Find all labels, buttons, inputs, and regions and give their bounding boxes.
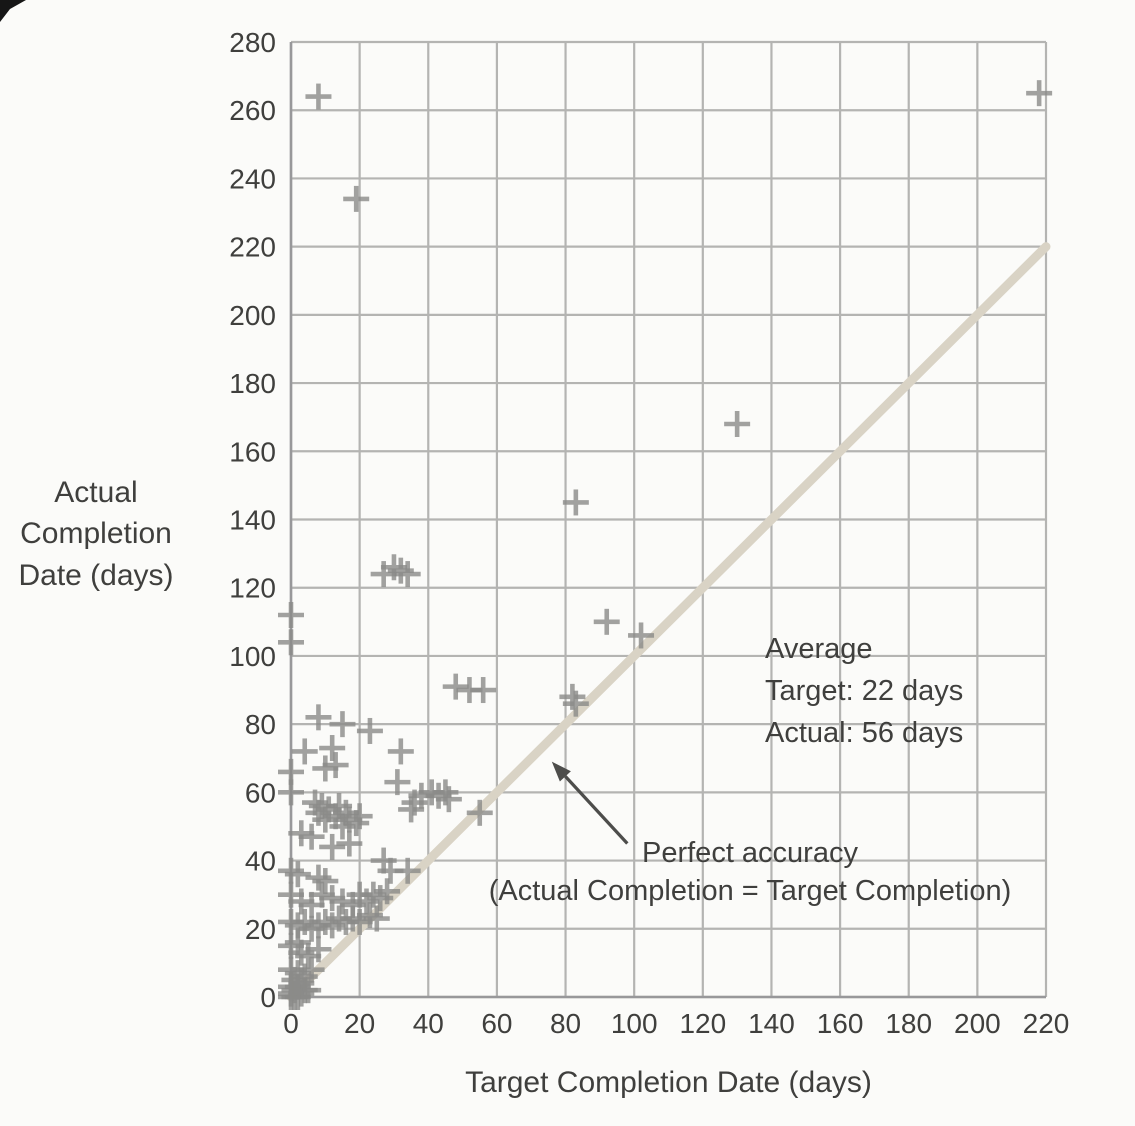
y-tick-label: 100 xyxy=(229,641,276,672)
data-point-marker xyxy=(329,711,356,738)
data-point-marker xyxy=(319,833,346,860)
data-point-marker xyxy=(562,690,589,717)
scatter-points xyxy=(278,80,1053,1010)
y-tick-label: 180 xyxy=(229,368,276,399)
data-point-marker xyxy=(593,608,620,635)
y-tick-label: 20 xyxy=(245,914,276,945)
data-point-marker xyxy=(305,704,332,731)
y-tick-label: 0 xyxy=(260,982,276,1013)
data-point-marker xyxy=(298,956,325,983)
data-point-marker xyxy=(336,830,363,857)
average-annotation: Average Target: 22 days Actual: 56 days xyxy=(765,633,964,750)
y-tick-label: 220 xyxy=(229,232,276,263)
y-tick-label: 60 xyxy=(245,777,276,808)
data-point-marker xyxy=(284,984,311,1010)
y-tick-label: 80 xyxy=(245,709,276,740)
x-tick-label: 80 xyxy=(550,1008,581,1039)
data-point-marker xyxy=(387,738,414,765)
x-tick-label: 60 xyxy=(481,1008,512,1039)
y-tick-label: 200 xyxy=(229,300,276,331)
x-tick-label: 220 xyxy=(1023,1008,1070,1039)
data-point-marker xyxy=(278,602,304,628)
data-point-marker xyxy=(435,786,462,813)
annotation-arrow-line xyxy=(564,775,629,845)
data-point-marker xyxy=(319,735,346,762)
data-point-marker xyxy=(384,769,411,796)
data-point-marker xyxy=(346,803,373,830)
data-point-marker xyxy=(312,755,339,782)
data-point-marker xyxy=(374,878,401,905)
data-point-marker xyxy=(305,936,332,963)
y-tick-label: 140 xyxy=(229,505,276,536)
y-axis-title: Actual Completion Date (days) xyxy=(18,476,174,592)
data-point-marker xyxy=(356,717,383,744)
y-tick-label: 160 xyxy=(229,436,276,467)
data-point-marker xyxy=(291,738,318,765)
x-tick-label: 160 xyxy=(817,1008,864,1039)
y-tick-label: 120 xyxy=(229,573,276,604)
data-point-marker xyxy=(470,677,497,704)
data-point-marker xyxy=(312,868,339,895)
annotation-arrow-head xyxy=(551,761,571,782)
data-point-marker xyxy=(1026,80,1053,107)
y-tick-label: 40 xyxy=(245,846,276,877)
x-tick-label: 200 xyxy=(954,1008,1001,1039)
x-tick-label: 20 xyxy=(344,1008,375,1039)
x-tick-label: 120 xyxy=(679,1008,726,1039)
x-tick-label: 0 xyxy=(283,1008,299,1039)
x-axis-title: Target Completion Date (days) xyxy=(465,1066,872,1099)
data-point-marker xyxy=(628,622,655,649)
data-point-marker xyxy=(363,905,390,932)
data-point-marker xyxy=(305,83,332,110)
x-tick-label: 40 xyxy=(413,1008,444,1039)
x-tick-label: 180 xyxy=(885,1008,932,1039)
data-point-marker xyxy=(442,673,469,700)
y-tick-label: 240 xyxy=(229,163,276,194)
data-point-marker xyxy=(724,411,751,437)
data-point-marker xyxy=(466,799,493,826)
data-point-marker xyxy=(343,185,370,212)
data-point-marker xyxy=(562,489,589,516)
data-point-marker xyxy=(394,561,421,588)
data-point-marker xyxy=(284,861,311,888)
data-point-marker xyxy=(298,823,325,850)
data-point-marker xyxy=(394,857,421,884)
page-corner-artifact xyxy=(0,0,26,22)
y-tick-label: 280 xyxy=(229,27,276,58)
data-point-marker xyxy=(278,629,304,656)
data-point-marker xyxy=(278,779,304,806)
x-tick-label: 140 xyxy=(748,1008,795,1039)
x-tick-label: 100 xyxy=(611,1008,658,1039)
y-tick-label: 260 xyxy=(229,95,276,126)
perfect-accuracy-annotation: Perfect accuracy (Actual Completion = Ta… xyxy=(488,837,1012,907)
tick-labels: 0 20 40 60 80 100 120 140 160 180 200 220 0 20 40 60 80 1… xyxy=(229,27,1069,1039)
